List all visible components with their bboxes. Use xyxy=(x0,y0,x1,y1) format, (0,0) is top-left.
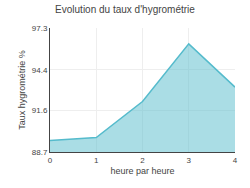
svg-text:Taux hygrométrie %: Taux hygrométrie % xyxy=(17,50,27,130)
svg-text:1: 1 xyxy=(94,156,99,165)
svg-text:2: 2 xyxy=(140,156,145,165)
svg-text:heure par heure: heure par heure xyxy=(110,166,174,176)
svg-text:Evolution du taux d'hygrométri: Evolution du taux d'hygrométrie xyxy=(55,4,195,15)
svg-text:91.6: 91.6 xyxy=(32,106,48,115)
svg-text:94.4: 94.4 xyxy=(32,66,48,75)
svg-text:0: 0 xyxy=(48,156,53,165)
svg-text:3: 3 xyxy=(187,156,192,165)
svg-text:97.3: 97.3 xyxy=(32,24,48,33)
svg-text:4: 4 xyxy=(233,156,238,165)
svg-text:88.7: 88.7 xyxy=(32,148,48,157)
